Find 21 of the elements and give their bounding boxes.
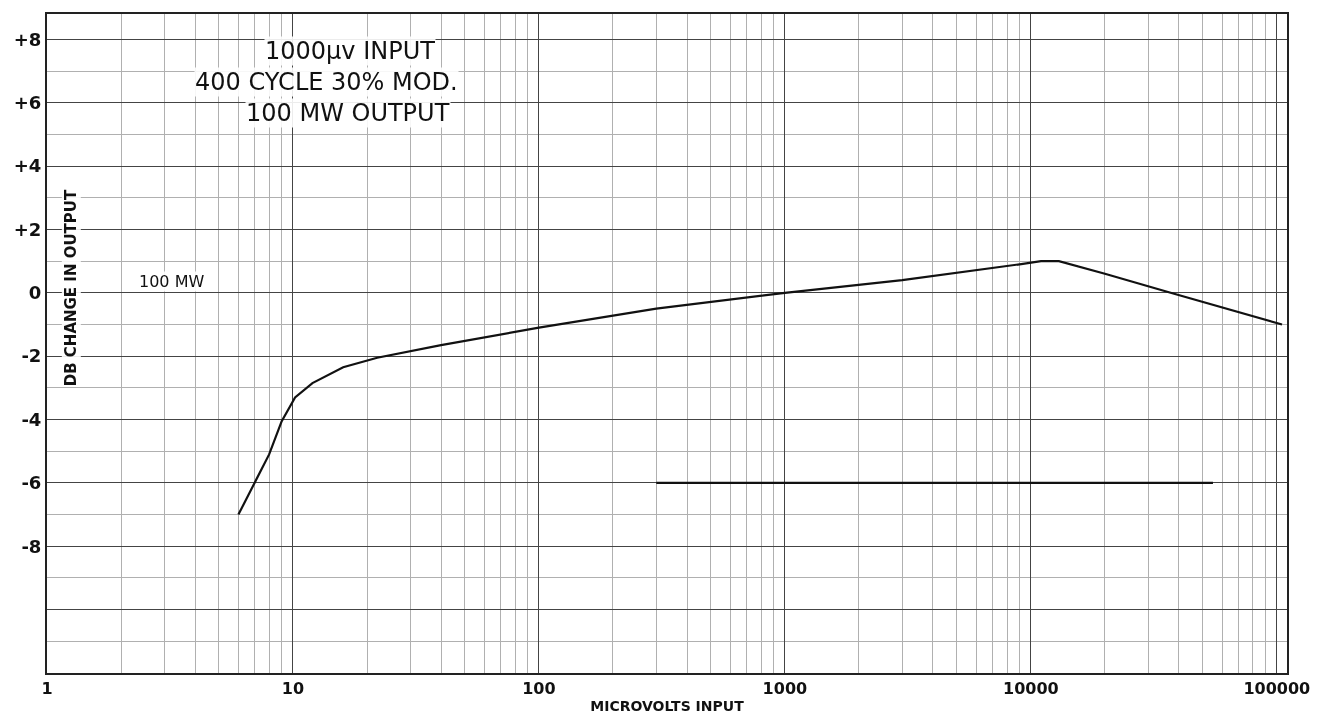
y-tick-label: +2 <box>13 218 42 240</box>
x-tick-label: 10000 <box>1003 679 1059 699</box>
annotation: 400 CYCLE 30% MOD. <box>195 68 458 96</box>
x-tick-label: 100000 <box>1243 679 1311 699</box>
x-tick-label: 100 <box>522 679 556 699</box>
y-tick-label: 0 <box>28 282 42 304</box>
y-axis-title: DB CHANGE IN OUTPUT <box>62 188 81 387</box>
annotation: 100 MW <box>139 272 205 291</box>
y-tick-label: +6 <box>13 92 42 114</box>
y-tick-label: -8 <box>21 535 42 557</box>
y-tick-label: -2 <box>21 345 42 367</box>
annotation: 100 MW OUTPUT <box>246 99 450 127</box>
y-tick-label: -6 <box>21 472 42 494</box>
x-tick-label: 1 <box>41 679 53 699</box>
x-axis-title: MICROVOLTS INPUT <box>590 698 745 714</box>
y-tick-label: +8 <box>13 28 42 50</box>
x-tick-label: 1000 <box>762 679 808 699</box>
y-tick-label: +4 <box>13 155 42 177</box>
x-tick-label: 10 <box>281 679 305 699</box>
annotation: 1000μv INPUT <box>265 37 436 65</box>
y-tick-label: -4 <box>21 408 42 430</box>
